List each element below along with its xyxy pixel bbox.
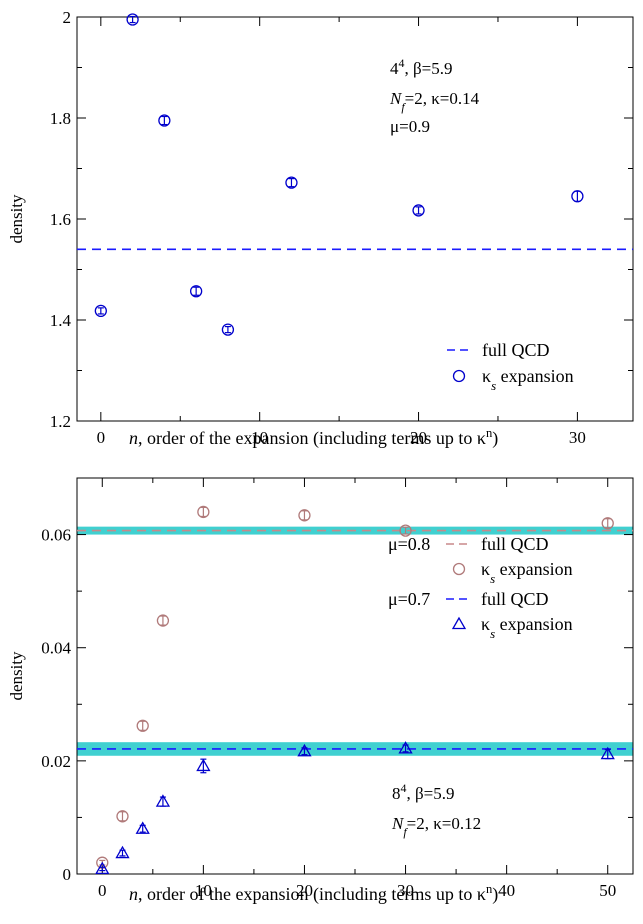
- panel2-triangle-point: [196, 758, 211, 772]
- panel1-x-tick-label: 10: [251, 428, 268, 447]
- panel2-plot: [76, 477, 634, 875]
- panel1-y-tick-label: 2: [63, 8, 72, 27]
- panel2-circle-point: [601, 517, 614, 530]
- panel1-plot: [76, 13, 634, 422]
- panel2-triangle-point: [95, 861, 110, 875]
- panel1-annotation-line: Nf=2, κ=0.14: [389, 89, 480, 114]
- panel2-x-axis-label: n, order of the expansion (including ter…: [129, 882, 498, 905]
- panel2-triangle-point: [135, 821, 150, 834]
- panel2-x-tick-label: 0: [98, 881, 107, 900]
- panel2-annotation-line: Nf=2, κ=0.12: [391, 814, 481, 839]
- panel1-y-tick-label: 1.8: [50, 109, 71, 128]
- panel2-circle-point: [399, 524, 412, 537]
- panel2-y-tick-label: 0.04: [41, 639, 71, 658]
- panel2-triangle-point: [155, 794, 171, 807]
- panel1-legend-circle-swatch: [452, 369, 466, 383]
- panel1-circle-point: [94, 304, 107, 318]
- panel1-y-axis-label: density: [7, 194, 26, 244]
- panel1-circle-point: [221, 323, 235, 336]
- panel1-y-tick-label: 1.2: [50, 412, 71, 431]
- panel2-triangle-point: [115, 845, 130, 859]
- panel1-x-tick-label: 30: [569, 428, 586, 447]
- panel1-y-tick-label: 1.6: [50, 210, 71, 229]
- panel2-x-tick-label: 40: [498, 881, 515, 900]
- panel1-x-tick-label: 0: [97, 428, 106, 447]
- panel2-frame: [76, 477, 634, 875]
- panel2-legend-label-kappa-1: κs expansion: [481, 614, 573, 641]
- panel2-triangle-point: [297, 743, 312, 757]
- panel2-legend-label-full-qcd-1: full QCD: [481, 589, 549, 609]
- panel2-x-tick-label: 50: [599, 881, 616, 900]
- panel1-x-tick-label: 20: [410, 428, 427, 447]
- panel1-x-axis-label: n, order of the expansion (including ter…: [129, 426, 498, 449]
- panel1-circle-point: [412, 204, 425, 217]
- panel2-circle-point: [156, 614, 170, 627]
- panel2-legend-group-0: μ=0.8: [388, 534, 430, 554]
- panel2-y-tick-label: 0.02: [41, 752, 71, 771]
- panel2-triangle-point: [398, 741, 413, 754]
- panel2-legend-circle-swatch: [452, 562, 466, 576]
- panel2-x-tick-label: 30: [397, 881, 414, 900]
- panel1-circle-point: [158, 114, 171, 127]
- panel2-circle-point: [298, 509, 311, 522]
- panel1-legend-label-kappa: κs expansion: [482, 366, 574, 393]
- panel1-circle-point: [126, 13, 139, 26]
- panel1-y-tick-label: 1.4: [50, 311, 72, 330]
- panel2-triangle-point: [600, 746, 615, 760]
- panel2-circle-point: [197, 505, 210, 519]
- panel2-y-axis-label: density: [7, 651, 26, 701]
- panel1-circle-point: [285, 176, 298, 189]
- panel1-annotation-line: 44, β=5.9: [390, 56, 452, 78]
- panel2-circle-point: [136, 719, 149, 732]
- panel1-legend-label-full-qcd: full QCD: [482, 340, 550, 360]
- panel1-frame: [76, 16, 634, 422]
- panel2-legend-label-kappa-0: κs expansion: [481, 559, 573, 586]
- panel2-circle-point: [116, 810, 129, 823]
- panel2-x-tick-label: 20: [296, 881, 313, 900]
- panel1-circle-point: [189, 285, 203, 298]
- panel1-circle-point: [571, 190, 584, 203]
- panel2-y-tick-label: 0.06: [41, 526, 71, 545]
- panel2-y-tick-label: 0: [63, 865, 72, 884]
- panel1-annotation-line: μ=0.9: [390, 117, 430, 136]
- panel2-legend-label-full-qcd-0: full QCD: [481, 534, 549, 554]
- panel2-legend-group-1: μ=0.7: [388, 589, 430, 609]
- panel2-legend-triangle-swatch: [451, 616, 467, 630]
- panel2-annotation-line: 84, β=5.9: [392, 781, 454, 803]
- panel2-x-tick-label: 10: [195, 881, 212, 900]
